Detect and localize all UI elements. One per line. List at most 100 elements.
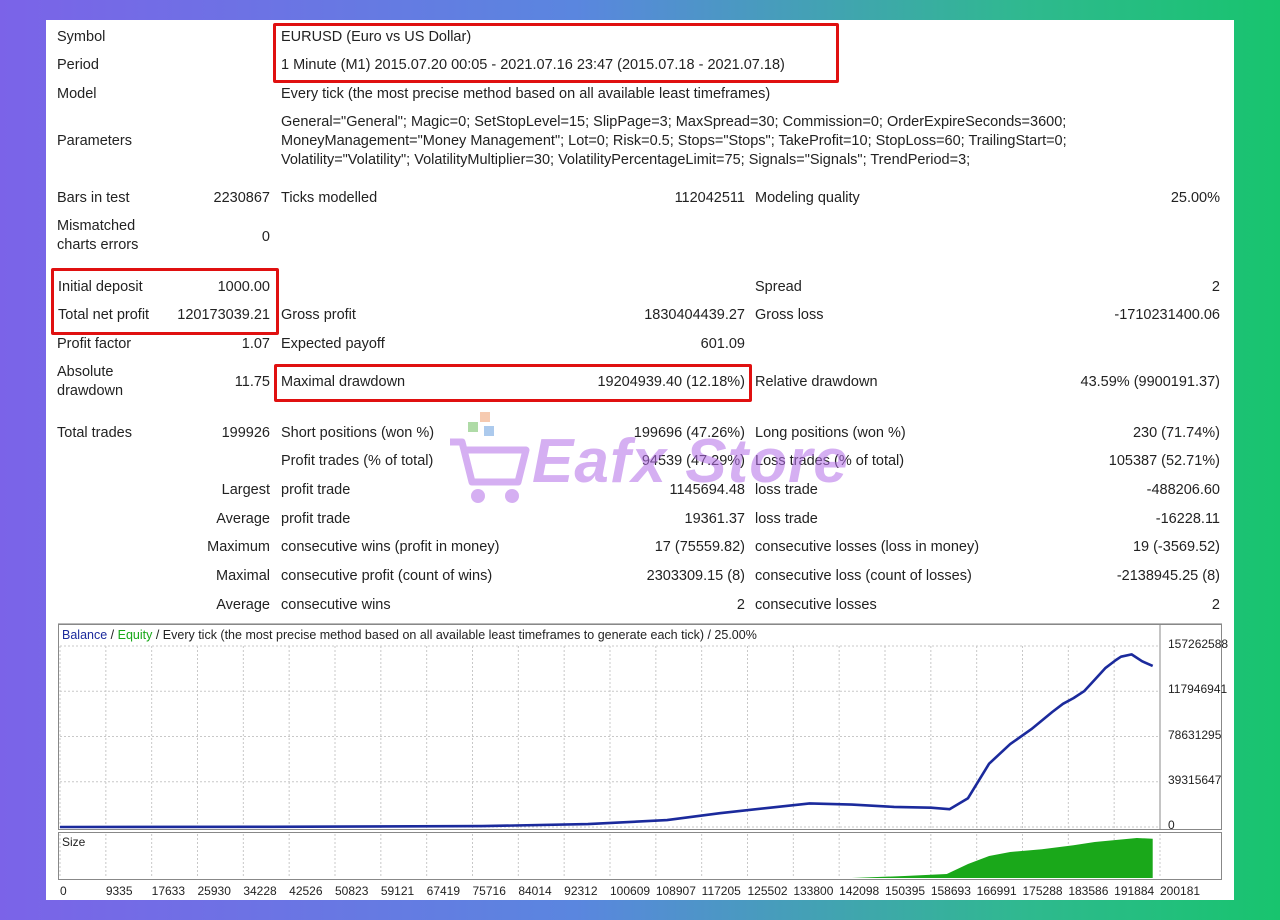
parameters-line-2: MoneyManagement="Money Management"; Lot=…: [281, 133, 1067, 149]
loss-trades-label: Loss trades (% of total): [755, 453, 905, 469]
average-label: Average: [216, 511, 270, 527]
cart-icon: [450, 412, 530, 503]
maximum-losses-label: consecutive losses (loss in money): [755, 539, 980, 555]
chart-legend-rest: / Every tick (the most precise method ba…: [152, 628, 757, 642]
x-tick-label: 183586: [1068, 884, 1109, 898]
maximal-losses-label: consecutive loss (count of losses): [755, 568, 972, 584]
total-net-profit-label: Total net profit: [58, 307, 150, 323]
mismatched-value: 0: [261, 229, 270, 245]
maximal-losses-value: -2138945.25 (8): [1116, 568, 1220, 584]
maximum-losses-value: 19 (-3569.52): [1132, 539, 1220, 555]
x-tick-label: 108907: [655, 884, 696, 898]
long-positions-label: Long positions (won %): [755, 425, 906, 441]
average-profit-label: profit trade: [281, 511, 351, 527]
maximal-drawdown-label: Maximal drawdown: [281, 374, 406, 390]
expected-payoff-value: 601.09: [700, 336, 745, 352]
balance-line: [59, 653, 1154, 829]
symbol-value: EURUSD (Euro vs US Dollar): [281, 29, 472, 45]
spread-value: 2: [1211, 279, 1220, 295]
watermark-text: Eafx Store: [532, 427, 849, 496]
expected-payoff-label: Expected payoff: [281, 336, 385, 352]
initial-deposit-value: 1000.00: [217, 279, 270, 295]
period-label: Period: [57, 57, 99, 73]
x-tick-label: 166991: [976, 884, 1017, 898]
x-tick-label: 175288: [1022, 884, 1063, 898]
size-chart: Size: [58, 832, 1222, 880]
absolute-drawdown-label-2: drawdown: [57, 383, 124, 399]
x-tick-label: 67419: [426, 884, 461, 898]
absolute-drawdown-label-1: Absolute: [57, 364, 114, 380]
absolute-drawdown-value: 11.75: [234, 374, 270, 390]
profit-trades-value: 94539 (47.29%): [641, 453, 745, 469]
balance-chart: Balance / Equity / Every tick (the most …: [58, 623, 1222, 830]
symbol-label: Symbol: [57, 29, 106, 45]
relative-drawdown-value: 43.59% (9900191.37): [1080, 374, 1220, 390]
average-consecutive-losses-value: 2: [1211, 597, 1220, 613]
x-tick-label: 25930: [197, 884, 231, 898]
total-trades-value: 199926: [221, 425, 270, 441]
x-tick-label: 92312: [564, 884, 598, 898]
ticks-modelled-label: Ticks modelled: [281, 190, 378, 206]
short-positions-label: Short positions (won %): [281, 425, 435, 441]
maximal-label: Maximal: [216, 568, 270, 584]
y-tick-label: 157262588: [1168, 637, 1229, 651]
x-tick-label: 142098: [839, 884, 880, 898]
chart-legend-equity: Equity: [117, 628, 153, 642]
y-tick-label: 117946941: [1168, 682, 1228, 697]
x-tick-label: 59121: [380, 884, 415, 898]
y-tick-label: 0: [1168, 818, 1175, 832]
x-tick-label: 100609: [610, 884, 651, 898]
average-profit-value: 19361.37: [684, 511, 745, 527]
x-tick-label: 200181: [1160, 884, 1201, 898]
mismatched-label-1: Mismatched: [57, 218, 136, 234]
size-chart-plot: [58, 832, 1222, 880]
size-frame: [58, 832, 1222, 880]
x-tick-label: 191884: [1114, 884, 1155, 898]
parameters-line-3: Volatility="Volatility"; VolatilityMulti…: [281, 152, 971, 168]
average-loss-value: -16228.11: [1155, 511, 1220, 527]
maximum-wins-value: 17 (75559.82): [654, 539, 745, 555]
chart-legend-sep: /: [107, 628, 118, 642]
x-tick-label: 150395: [885, 884, 926, 898]
deposit-profit-highlight: [51, 268, 279, 335]
x-tick-label: 50823: [335, 884, 369, 898]
chart-frame: [58, 624, 1222, 830]
loss-trades-value: 105387 (52.71%): [1108, 453, 1220, 469]
average-consecutive-wins-label: consecutive wins: [281, 597, 391, 613]
y-tick-label: 78631295: [1168, 727, 1222, 742]
largest-loss-label: loss trade: [755, 482, 818, 498]
report-panel: [46, 20, 1234, 900]
bars-in-test-label: Bars in test: [57, 190, 130, 206]
period-value: 1 Minute (M1) 2015.07.20 00:05 - 2021.07…: [281, 57, 785, 73]
gross-profit-label: Gross profit: [281, 307, 356, 323]
long-positions-value: 230 (71.74%): [1132, 425, 1220, 441]
balance-chart-plot: [58, 624, 1222, 830]
parameters-label: Parameters: [57, 133, 132, 149]
total-net-profit-value: 120173039.21: [177, 307, 270, 323]
parameters-line-1: General="General"; Magic=0; SetStopLevel…: [281, 114, 1067, 130]
profit-factor-label: Profit factor: [57, 336, 132, 352]
mismatched-label-2: charts errors: [57, 237, 139, 253]
maximal-wins-label: consecutive profit (count of wins): [281, 568, 493, 584]
average-loss-label: loss trade: [755, 511, 818, 527]
largest-label: Largest: [221, 482, 270, 498]
gross-loss-label: Gross loss: [755, 307, 824, 323]
gross-profit-value: 1830404439.27: [644, 307, 745, 323]
maximal-drawdown-highlight: [274, 364, 752, 402]
chart-header: Balance / Equity / Every tick (the most …: [62, 628, 757, 642]
y-tick-label: 39315647: [1168, 772, 1222, 787]
profit-factor-value: 1.07: [241, 336, 270, 352]
maximum-label: Maximum: [207, 539, 270, 555]
modeling-quality-value: 25.00%: [1170, 190, 1220, 206]
symbol-period-highlight: [273, 23, 839, 83]
short-positions-value: 199696 (47.26%): [633, 425, 745, 441]
x-tick-label: 17633: [151, 884, 186, 898]
size-area: [60, 838, 1153, 878]
x-tick-label: 125502: [747, 884, 788, 898]
average-consecutive-losses-label: consecutive losses: [755, 597, 877, 613]
initial-deposit-label: Initial deposit: [58, 279, 143, 295]
relative-drawdown-label: Relative drawdown: [755, 374, 878, 390]
chart-legend-balance: Balance: [62, 628, 108, 642]
model-value: Every tick (the most precise method base…: [281, 86, 771, 102]
model-label: Model: [57, 86, 97, 102]
